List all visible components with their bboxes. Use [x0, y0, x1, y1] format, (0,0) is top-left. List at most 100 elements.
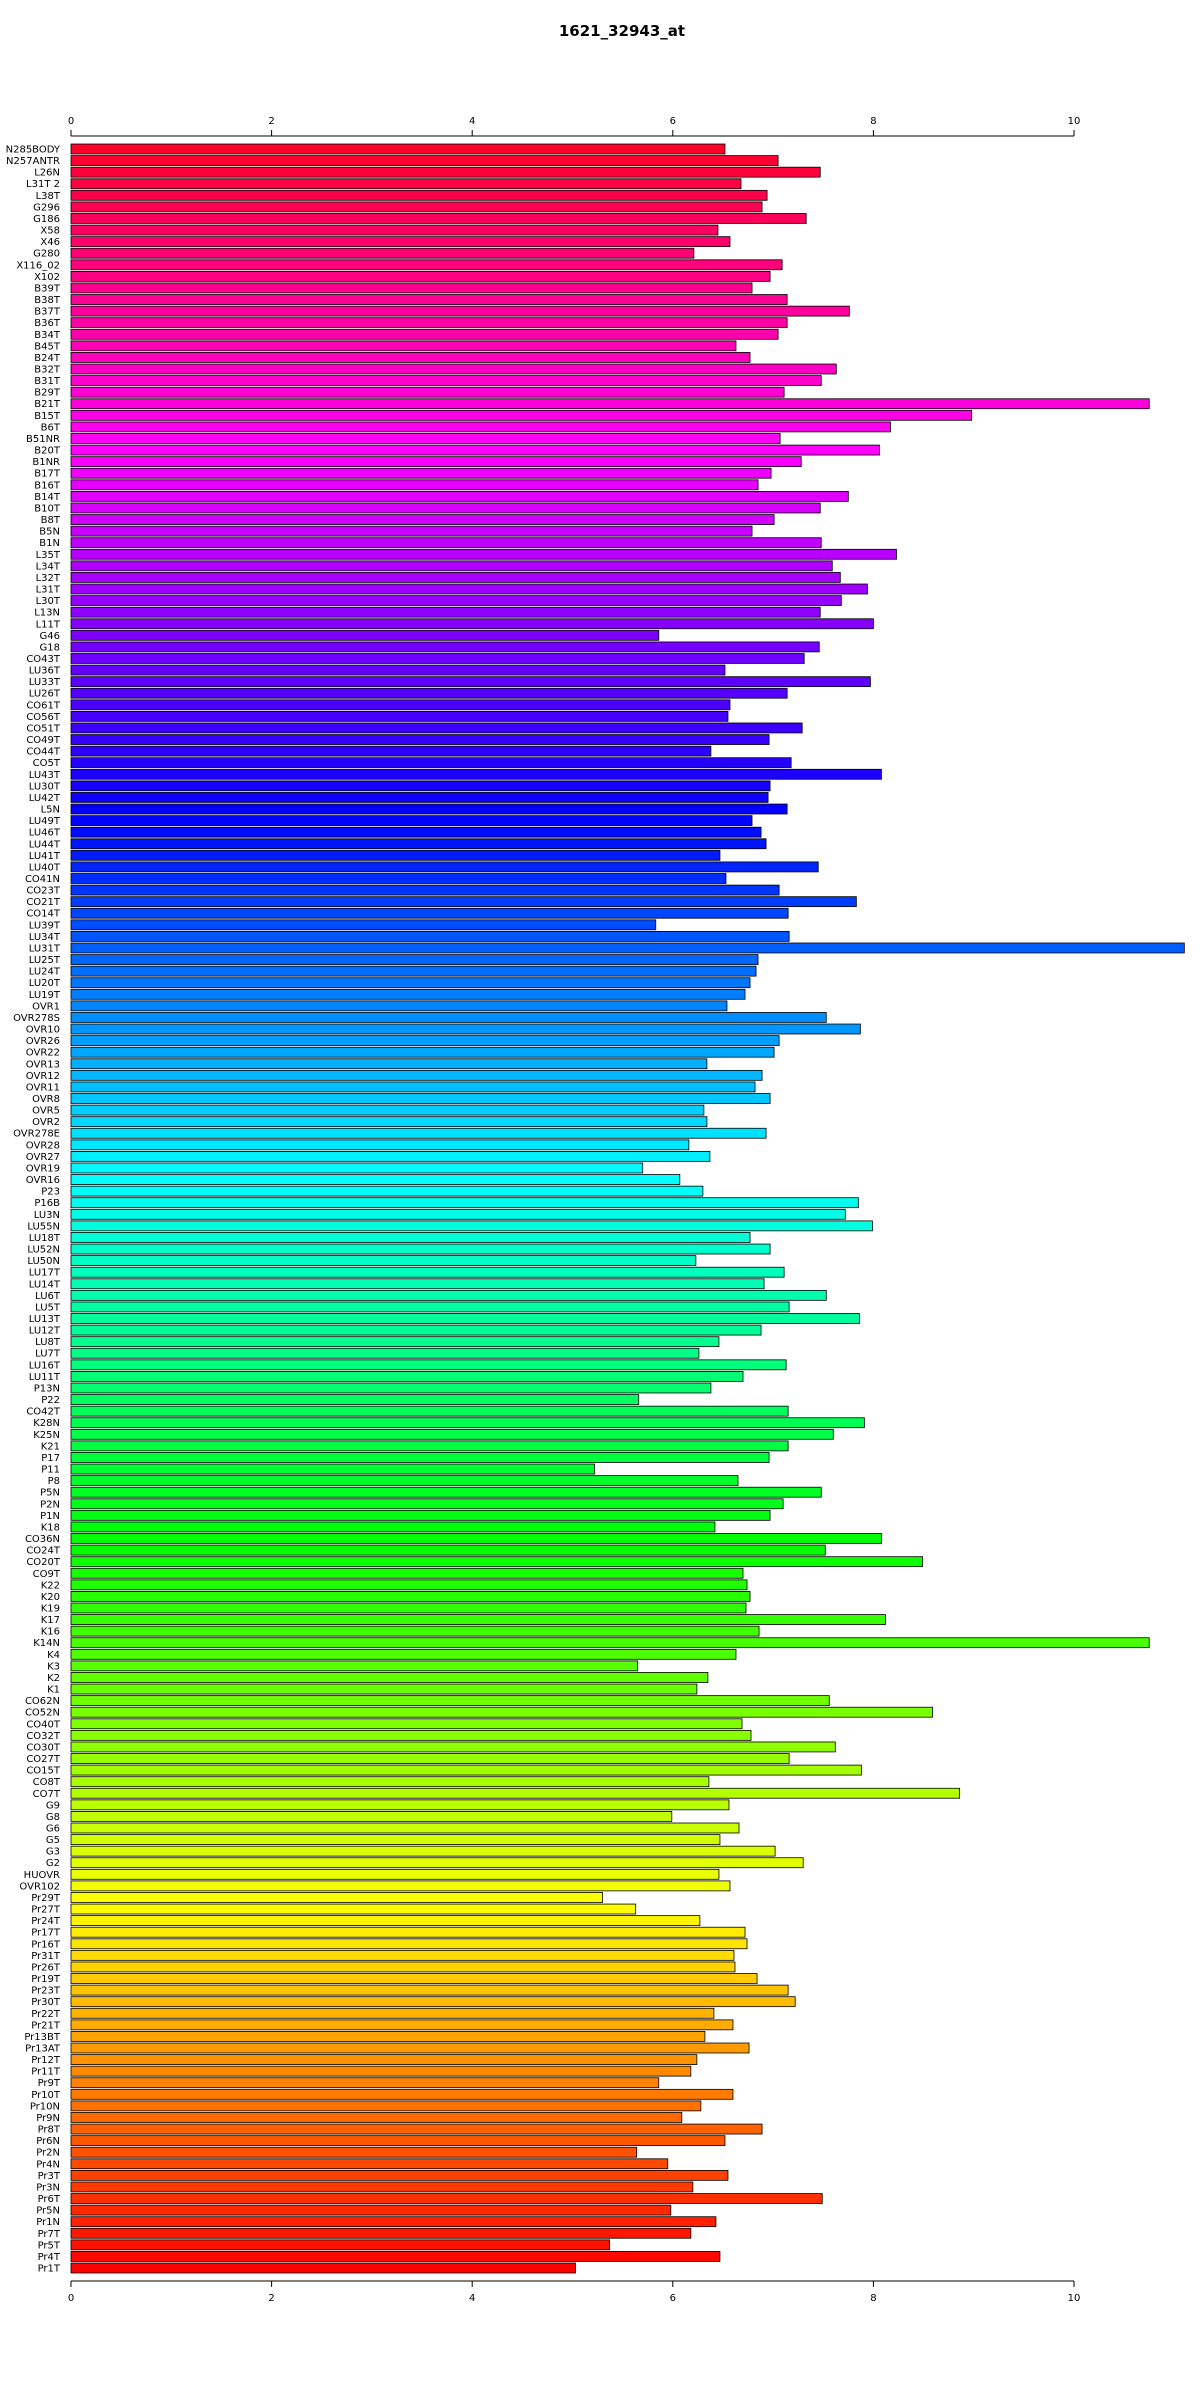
category-label: CO61T: [26, 700, 61, 711]
category-label: K16: [41, 1627, 60, 1638]
category-label: Pr22T: [31, 2009, 61, 2020]
bar: [70, 803, 788, 815]
category-label: LU20T: [29, 978, 61, 989]
category-label: P8: [48, 1476, 60, 1487]
tick-label: 2: [268, 116, 274, 127]
bar: [70, 1915, 701, 1927]
bar: [70, 826, 762, 838]
category-label: CO23T: [26, 886, 61, 897]
bar: [70, 1845, 776, 1857]
bar: [70, 2135, 726, 2147]
bar: [70, 965, 757, 977]
category-label: B45T: [34, 341, 61, 352]
bar: [70, 1602, 747, 1614]
category-label: LU42T: [29, 793, 61, 804]
category-label: LU16T: [29, 1360, 61, 1371]
category-label: K20: [41, 1592, 60, 1603]
category-label: L11T: [36, 619, 61, 630]
bar: [70, 525, 753, 537]
category-label: CO56T: [26, 712, 61, 723]
bar: [70, 1324, 762, 1336]
bar: [70, 977, 751, 989]
category-label: L31T 2: [26, 179, 60, 190]
category-label: N285BODY: [6, 145, 61, 156]
category-label: Pr17T: [31, 1928, 61, 1939]
category-label: B14T: [34, 492, 61, 503]
bar: [70, 2146, 638, 2158]
bar: [70, 1660, 639, 1672]
category-label: LU5T: [35, 1302, 61, 1313]
category-label: OVR2: [32, 1117, 60, 1128]
bar: [70, 942, 1185, 954]
category-label: OVR27: [26, 1152, 60, 1163]
bar: [70, 676, 871, 688]
category-label: Pr13BT: [24, 2032, 61, 2043]
category-label: Pr1T: [38, 2264, 61, 2275]
bar: [70, 757, 792, 769]
bar: [70, 792, 769, 803]
bar: [70, 1880, 731, 1892]
category-label: Pr2N: [36, 2148, 60, 2159]
category-label: LU31T: [29, 943, 61, 954]
category-label: CO44T: [26, 747, 61, 758]
category-label: LU26T: [29, 689, 61, 700]
tick-label: 0: [68, 2293, 74, 2304]
bar: [70, 224, 719, 236]
bar: [70, 1093, 771, 1104]
category-label: K1: [47, 1685, 60, 1696]
bar: [70, 711, 729, 722]
category-label: Pr9T: [38, 2078, 61, 2089]
bar: [70, 1463, 595, 1475]
bar: [70, 502, 821, 514]
category-label: Pr30T: [31, 1997, 61, 2008]
category-label: LU36T: [29, 666, 61, 677]
category-label: L35T: [36, 550, 61, 561]
bar: [70, 2007, 715, 2019]
category-label: L13N: [34, 608, 60, 619]
bar: [70, 259, 783, 271]
category-label: Pr24T: [31, 1916, 61, 1927]
bar: [70, 1197, 859, 1209]
bar: [70, 815, 753, 826]
category-label: Pr4N: [36, 2159, 60, 2170]
category-label: OVR5: [32, 1106, 60, 1117]
bar: [70, 143, 726, 155]
category-label: G6: [46, 1823, 60, 1834]
bar: [70, 247, 695, 259]
bar: [70, 1220, 873, 1232]
category-label: G296: [33, 202, 60, 213]
category-label: G280: [33, 249, 60, 260]
category-label: LU41T: [29, 851, 61, 862]
bar: [70, 1718, 743, 1730]
category-label: OVR10: [26, 1025, 60, 1036]
bar: [70, 1938, 748, 1950]
bar: [70, 317, 788, 329]
category-label: CO15T: [26, 1766, 61, 1777]
bar: [70, 907, 789, 919]
bar: [70, 1023, 861, 1035]
bar: [70, 398, 1150, 410]
top-axis: 0 2 4 6 8 10: [68, 116, 1080, 137]
category-label: L5N: [41, 805, 60, 816]
bar: [70, 328, 779, 340]
category-label: B16T: [34, 480, 61, 491]
bar: [70, 490, 849, 502]
bottom-axis: 0 2 4 6 8 10: [68, 2280, 1080, 2304]
category-label: G9: [46, 1800, 60, 1811]
bar: [70, 1255, 697, 1266]
category-label: P1N: [40, 1511, 60, 1522]
bar: [70, 456, 802, 468]
bar: [70, 1428, 834, 1440]
category-label: B1N: [39, 538, 60, 549]
bar: [70, 433, 781, 444]
category-label: CO52N: [25, 1708, 60, 1719]
category-label: B31T: [34, 376, 61, 387]
tick-label: 6: [670, 2293, 676, 2304]
category-label: Pr8T: [38, 2125, 61, 2136]
bar: [70, 305, 850, 317]
category-label: L34T: [36, 561, 61, 572]
bar: [70, 583, 868, 595]
category-label: CO51T: [26, 723, 61, 734]
bar: [70, 884, 780, 896]
